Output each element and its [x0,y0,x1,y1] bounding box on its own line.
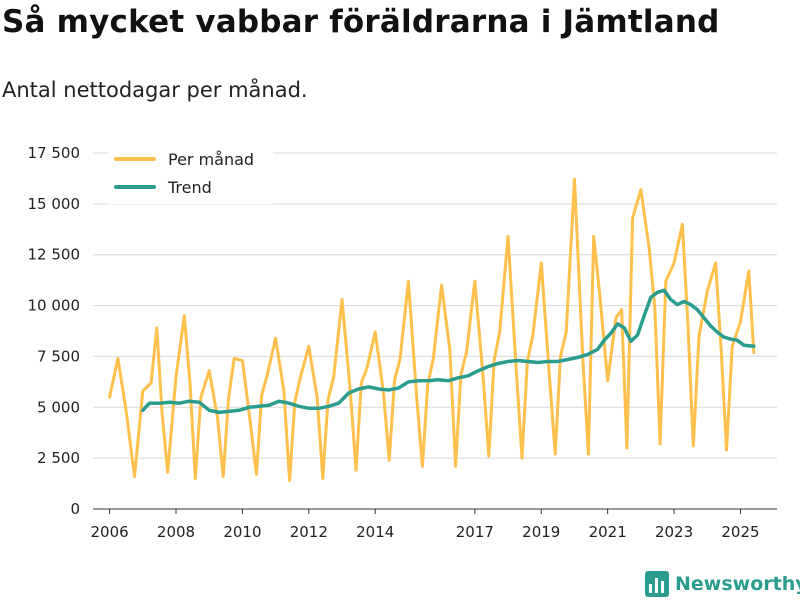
x-tick-label: 2021 [589,523,627,541]
x-tick-label: 2017 [456,523,494,541]
x-tick-label: 2010 [223,523,261,541]
x-tick-label: 2008 [157,523,195,541]
x-tick-label: 2014 [356,523,394,541]
legend-label-per-manad: Per månad [168,150,254,169]
y-tick-label: 12 500 [28,246,81,264]
chart-title: Så mycket vabbar föräldrarna i Jämtland [2,4,720,40]
x-tick-label: 2025 [721,523,759,541]
legend-label-trend: Trend [167,178,212,197]
y-tick-label: 0 [70,500,80,518]
line-chart: 0 2 500 5 000 7 500 10 000 12 500 15 000 17 500… [28,144,777,541]
y-axis-ticks: 0 2 500 5 000 7 500 10 000 12 500 15 000 17 500 [28,144,81,518]
y-tick-label: 5 000 [37,398,80,416]
x-tick-label: 2012 [290,523,328,541]
series-line-per-manad [108,177,756,482]
bar-chart-logo-icon [645,571,669,597]
series-lines [108,177,756,482]
chart-subtitle: Antal nettodagar per månad. [2,78,308,102]
brand-name: Newsworthy [675,573,800,595]
x-axis: 2006 2008 2010 2012 2014 2017 2019 2021 2023 2025 [91,508,777,541]
legend-background [108,146,273,204]
y-tick-label: 2 500 [37,449,80,467]
y-tick-label: 15 000 [28,195,81,213]
x-tick-label: 2006 [91,523,129,541]
x-tick-label: 2023 [655,523,693,541]
x-tick-label: 2019 [522,523,560,541]
brand-logo: Newsworthy [645,570,800,598]
legend: Per månad Trend [108,146,273,204]
series-line-trend [141,288,756,415]
y-tick-label: 17 500 [28,144,81,162]
y-tick-label: 10 000 [28,297,81,315]
y-tick-label: 7 500 [37,347,80,365]
